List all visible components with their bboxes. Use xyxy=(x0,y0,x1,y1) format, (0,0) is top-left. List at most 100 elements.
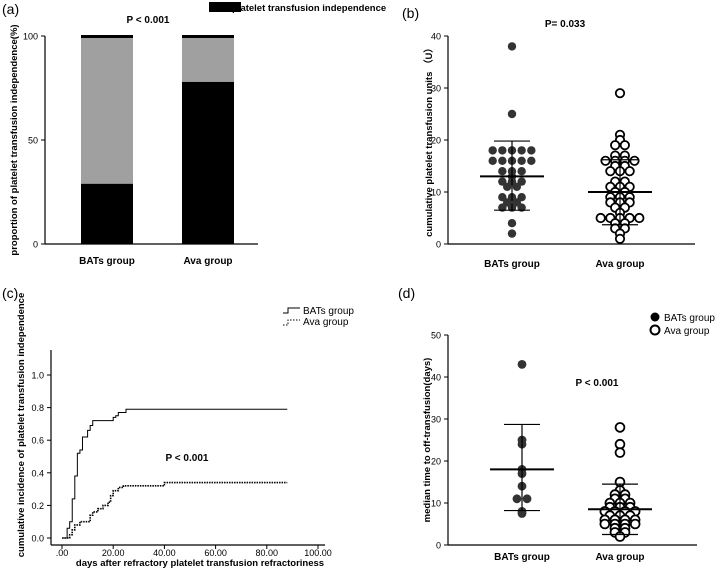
y-tick-label: 10 xyxy=(431,499,441,509)
point-bats-group xyxy=(517,360,527,369)
point-ava-group xyxy=(624,166,635,177)
y-tick-label: 0.4 xyxy=(31,468,44,478)
x-tick-label: 60.00 xyxy=(204,548,227,558)
point-bats-group xyxy=(517,507,527,516)
point-bats-group xyxy=(507,219,517,228)
y-tick-label: 100 xyxy=(23,32,38,42)
point-bats-group xyxy=(502,182,512,191)
panel-b-ylabel: cumulative platelet transfusion units （U… xyxy=(423,43,435,237)
y-tick-label: 30 xyxy=(431,415,441,425)
point-ava-group xyxy=(614,88,626,99)
y-tick-label: 40 xyxy=(431,32,441,42)
y-tick-label: 0.8 xyxy=(31,403,44,413)
panel-d-xtick-bats: BATs group xyxy=(494,552,550,563)
curve-ava-group xyxy=(62,481,288,539)
point-bats-group xyxy=(517,146,526,155)
panel-a-legend-swatch xyxy=(209,2,241,12)
panel-label-c: (c) xyxy=(2,285,18,301)
point-bats-group xyxy=(507,42,517,51)
panel-c-legend-line-ava xyxy=(283,319,300,326)
x-tick-label: 40.00 xyxy=(153,548,176,558)
panel-a: 0 50 100 proportion of platelet transfusio… xyxy=(9,2,386,267)
panel-c-legend-label-ava: Ava group xyxy=(303,317,349,328)
panel-a-annotation: P < 0.001 xyxy=(127,15,170,26)
panel-c-y-ticks: 0.0 0.2 0.4 0.6 0.8 1.0 xyxy=(31,371,51,544)
panel-b: 0 10 20 30 40 cumulative platelet transfusio… xyxy=(423,19,695,270)
y-tick-label: 1.0 xyxy=(31,371,44,381)
panel-a-legend-label: platelet transfusion independence xyxy=(232,3,386,14)
point-bats-group xyxy=(527,146,536,155)
bar-bats-group-independence xyxy=(81,183,133,244)
panel-d-xtick-ava: Ava group xyxy=(595,552,644,563)
point-ava-group xyxy=(614,233,626,244)
panel-c: 0.0 0.2 0.4 0.6 0.8 1.0 .00 20.00 40.00 60.00 80.… xyxy=(16,293,354,569)
panel-c-x-ticks: .00 20.00 40.00 60.00 80.00 100.00 xyxy=(56,545,332,558)
panel-c-ylabel: cumulative incidence of platelet transfu… xyxy=(16,293,27,557)
panel-a-xtick-bats: BATs group xyxy=(79,256,135,267)
panel-a-y-ticks: 0 50 100 xyxy=(23,32,45,250)
point-bats-group xyxy=(498,156,507,165)
panel-d-annotation: P < 0.001 xyxy=(576,378,619,389)
panel-c-legend-line-bats xyxy=(283,307,300,314)
panel-d-legend-marker-bats xyxy=(650,312,660,322)
panel-label-d: (d) xyxy=(398,285,415,301)
y-tick-label: 0 xyxy=(436,541,441,551)
panel-c-lines xyxy=(62,408,288,539)
y-tick-label: 30 xyxy=(431,84,441,94)
panel-d-legend-marker-ava xyxy=(649,324,661,336)
y-tick-label: 0.2 xyxy=(31,501,44,511)
x-tick-label: 20.00 xyxy=(102,548,125,558)
panel-label-a: (a) xyxy=(2,1,19,17)
point-ava-group xyxy=(614,422,626,433)
y-tick-label: 20 xyxy=(431,136,441,146)
y-tick-label: 20 xyxy=(431,457,441,467)
point-bats-group xyxy=(507,109,517,119)
point-bats-group xyxy=(512,494,522,504)
bar-ava-group-other xyxy=(182,36,234,82)
point-ava-group xyxy=(605,166,616,177)
y-tick-label: 50 xyxy=(28,136,38,146)
panel-d-legend-label-ava: Ava group xyxy=(664,326,710,337)
y-tick-label: 40 xyxy=(431,373,441,383)
panel-a-bars xyxy=(81,35,234,244)
bar-ava-group-independence xyxy=(182,81,234,244)
point-ava-group xyxy=(610,140,621,151)
point-ava-group xyxy=(614,438,626,450)
panel-label-b: (b) xyxy=(402,5,419,21)
panel-d: 0 10 20 30 40 50 median time to off-transfusi… xyxy=(422,312,715,563)
y-tick-label: 0.0 xyxy=(31,534,44,544)
panel-d-ylabel: median time to off-transfusion(days) xyxy=(422,358,433,523)
panel-b-annotation: P= 0.033 xyxy=(545,19,586,30)
point-ava-group xyxy=(595,212,606,224)
point-bats-group xyxy=(512,182,522,191)
panel-c-annotation: P < 0.001 xyxy=(166,453,209,464)
point-ava-group xyxy=(600,155,611,166)
panel-c-xlabel: days after refractory platelet transfusi… xyxy=(76,558,324,569)
panel-a-xtick-ava: Ava group xyxy=(183,256,232,267)
y-tick-label: 0 xyxy=(33,240,38,250)
curve-bats-group xyxy=(62,408,288,539)
point-bats-group xyxy=(498,146,507,155)
point-ava-group xyxy=(634,212,645,224)
y-tick-label: 0 xyxy=(436,240,441,250)
point-bats-group xyxy=(517,156,526,165)
x-tick-label: 100.00 xyxy=(304,548,332,558)
panel-b-points xyxy=(480,42,652,244)
point-bats-group xyxy=(522,494,532,504)
panel-c-legend-label-bats: BATs group xyxy=(303,306,354,317)
bar-top-edge xyxy=(182,35,234,38)
bar-top-edge xyxy=(81,35,133,38)
panel-d-y-ticks: 0 10 20 30 40 50 xyxy=(431,331,448,551)
x-tick-label: 80.00 xyxy=(256,548,279,558)
panel-b-xtick-bats: BATs group xyxy=(484,259,540,270)
bar-bats-group-other xyxy=(81,36,133,184)
point-bats-group xyxy=(507,229,517,238)
panel-d-points xyxy=(490,360,652,542)
y-tick-label: 50 xyxy=(431,331,441,341)
panel-b-xtick-ava: Ava group xyxy=(595,259,644,270)
point-bats-group xyxy=(488,146,497,155)
panel-a-ylabel: proportion of platelet transfusion indep… xyxy=(9,24,20,255)
panel-b-y-ticks: 0 10 20 30 40 xyxy=(431,32,448,250)
point-bats-group xyxy=(488,156,497,165)
